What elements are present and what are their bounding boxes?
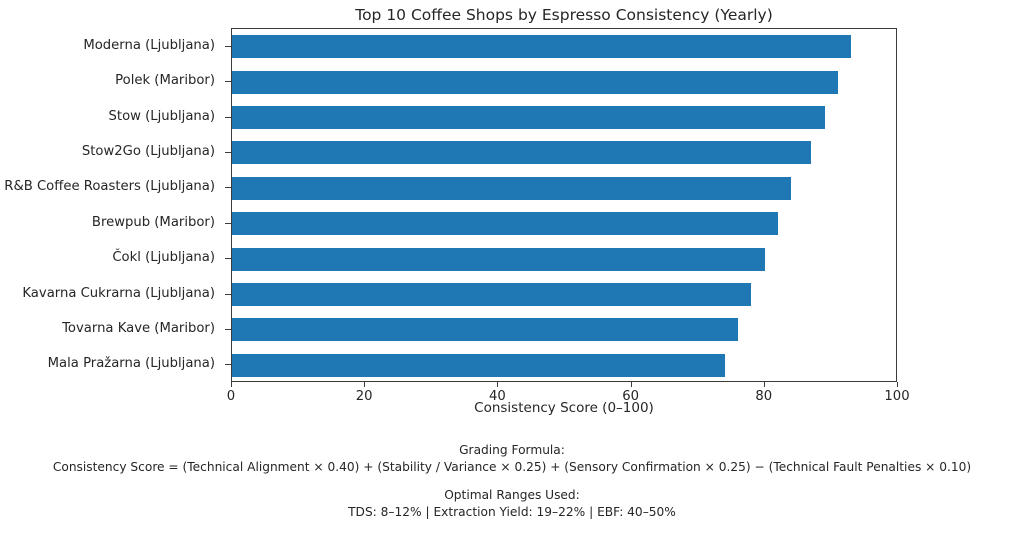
bar bbox=[232, 106, 825, 129]
y-tick-label: Mala Pražarna (Ljubljana) bbox=[47, 356, 215, 372]
chart-title: Top 10 Coffee Shops by Espresso Consiste… bbox=[355, 6, 773, 24]
x-tick-label: 20 bbox=[355, 389, 373, 404]
y-tick-label: Brewpub (Maribor) bbox=[91, 214, 215, 230]
y-tick-mark bbox=[225, 258, 231, 260]
y-axis-labels: Moderna (Ljubljana) Polek (Maribor) Stow (… bbox=[0, 28, 231, 382]
y-tick-mark bbox=[225, 293, 231, 295]
optimal-ranges-heading: Optimal Ranges Used: bbox=[444, 488, 580, 502]
y-tick-mark bbox=[225, 116, 231, 118]
y-tick-mark bbox=[225, 364, 231, 366]
x-tick-label: 40 bbox=[489, 389, 506, 404]
y-tick-mark bbox=[225, 45, 231, 47]
bar bbox=[232, 318, 739, 342]
optimal-ranges-body: TDS: 8–12% | Extraction Yield: 19–22% | … bbox=[348, 505, 676, 519]
bar bbox=[232, 247, 765, 271]
x-tick-label: 60 bbox=[622, 389, 639, 404]
bars-layer bbox=[232, 29, 896, 381]
bar bbox=[232, 141, 812, 165]
y-tick-label: Čokl (Ljubljana) bbox=[112, 250, 215, 266]
x-tick-mark bbox=[497, 382, 499, 387]
y-tick-mark bbox=[225, 187, 231, 189]
x-tick-mark bbox=[763, 382, 765, 387]
y-tick-label: Stow2Go (Ljubljana) bbox=[81, 143, 215, 159]
grading-formula-heading: Grading Formula: bbox=[459, 443, 565, 457]
y-tick-mark bbox=[225, 328, 231, 330]
bar bbox=[232, 176, 792, 200]
y-tick-label: Moderna (Ljubljana) bbox=[83, 37, 215, 53]
bar bbox=[232, 353, 725, 377]
y-tick-label: R&B Coffee Roasters (Ljubljana) bbox=[4, 179, 215, 195]
bar bbox=[232, 70, 839, 94]
bar bbox=[232, 212, 779, 236]
bar bbox=[232, 35, 852, 59]
y-tick-label: Polek (Maribor) bbox=[115, 73, 215, 89]
x-axis-title: Consistency Score (0–100) bbox=[474, 400, 654, 416]
x-tick-label: 80 bbox=[755, 389, 773, 404]
x-tick-label: 100 bbox=[884, 389, 910, 404]
y-tick-label: Kavarna Cukrarna (Ljubljana) bbox=[22, 285, 215, 301]
grading-formula-body: Consistency Score = (Technical Alignment… bbox=[52, 460, 972, 474]
x-tick-mark bbox=[630, 382, 632, 387]
y-tick-label: Tovarna Kave (Maribor) bbox=[62, 320, 215, 336]
x-tick-mark bbox=[364, 382, 366, 387]
y-tick-label: Stow (Ljubljana) bbox=[108, 108, 215, 124]
y-tick-mark bbox=[225, 222, 231, 224]
y-tick-mark bbox=[225, 151, 231, 153]
y-tick-mark bbox=[225, 81, 231, 83]
x-axis-ticks: 0 20 40 60 80 100 bbox=[227, 382, 910, 422]
x-tick-mark bbox=[231, 382, 232, 387]
bar bbox=[232, 283, 752, 306]
x-tick-mark bbox=[897, 382, 898, 387]
x-tick-label: 0 bbox=[226, 389, 236, 404]
plot-area bbox=[231, 28, 897, 382]
